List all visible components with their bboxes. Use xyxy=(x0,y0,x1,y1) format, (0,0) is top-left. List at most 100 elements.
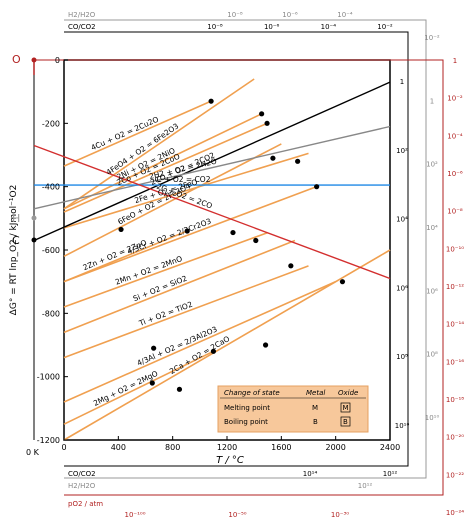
c-label: C xyxy=(12,234,20,247)
h2-top-tick-1: 10⁻⁶ xyxy=(282,11,298,19)
series-line-2zn-o2-2zno xyxy=(63,230,188,283)
po2-right-tick-9: 10⁻¹⁸ xyxy=(446,396,464,404)
x-tick-label-400: 400 xyxy=(111,443,126,452)
x-tick-label-2000: 2000 xyxy=(325,443,345,452)
series-line-4cu-o2-2cu2o xyxy=(63,100,212,167)
y-tick-label--400: -400 xyxy=(42,183,60,192)
co-top-tick-0: 10⁻⁸ xyxy=(207,23,223,31)
po2-right-tick-12: 10⁻²⁴ xyxy=(446,509,464,517)
legend-boiling-metal: B xyxy=(313,418,318,426)
co-top-tick-2: 10⁻⁴ xyxy=(321,23,337,31)
co-co2-bottom-label: CO/CO2 xyxy=(68,470,96,478)
state-change-point-10 xyxy=(288,263,294,269)
y-tick-label--1200: -1200 xyxy=(37,436,60,445)
zero-kelvin-label: 0 K xyxy=(26,448,40,457)
x-tick-label-1600: 1600 xyxy=(271,443,291,452)
po2-right-tick-2: 10⁻⁴ xyxy=(447,132,463,140)
h-label: H xyxy=(12,212,20,225)
state-change-point-5 xyxy=(314,184,320,190)
o-label: O xyxy=(12,53,21,66)
h2-h2o-top-label: H2/H2O xyxy=(68,11,96,19)
series-line-ti-o2-tio2 xyxy=(63,265,309,359)
co-top-tick-3: 10⁻² xyxy=(377,23,393,31)
series-label-4-3cr-o2-2-3cr2o3: 4/3Cr + O2 = 2/3Cr2O3 xyxy=(126,216,213,256)
series-label-c-o2-co2: C + O2 = CO2 xyxy=(157,175,211,184)
state-change-point-6 xyxy=(118,226,124,233)
series-line-2co-o2-2coo xyxy=(63,122,268,213)
h2-right-tick-1: 1 xyxy=(430,97,434,105)
legend: Change of state Metal Oxide Melting poin… xyxy=(217,385,369,433)
series-line-2mg-o2-2mgo xyxy=(63,350,214,425)
series-line-4-3cr-o2-2-3cr2o3 xyxy=(63,185,317,283)
c-point xyxy=(31,237,37,243)
h2-bottom-tick-0: 10¹² xyxy=(358,482,373,490)
h2-right-tick-3: 10⁴ xyxy=(426,224,438,232)
legend-melting-oxide-box xyxy=(340,402,351,413)
legend-boiling: Boiling point xyxy=(224,418,268,426)
series-line-6feo-o2-2fe3o4 xyxy=(63,143,282,258)
co-right-tick-3: 10⁶ xyxy=(396,284,408,292)
state-change-point-12 xyxy=(151,345,157,351)
ticks-layer: 0 400 800 1200 1600 2000 2400 0 -200 -400 -600 -800… xyxy=(37,11,465,519)
state-change-point-11 xyxy=(339,279,346,285)
series-line-2mn-o2-2mno xyxy=(63,231,269,308)
po2-right-tick-11: 10⁻²² xyxy=(446,471,464,479)
series-line-4-3al-o2-2-3al2o3 xyxy=(63,280,336,403)
y-tick-label--200: -200 xyxy=(42,119,60,128)
h2-h2o-bottom-label: H2/H2O xyxy=(68,482,96,490)
y-axis-label: ΔG° = RT lnp_O2 / kJmol⁻¹O2 xyxy=(9,185,19,316)
legend-box xyxy=(217,385,369,433)
h-point xyxy=(31,215,37,221)
series-line-2ni-o2-2nio xyxy=(63,113,262,210)
state-change-point-3 xyxy=(270,155,276,161)
series-line-2c-o2-2co xyxy=(33,144,391,280)
po2-bottom-tick-1: 10⁻⁵⁰ xyxy=(228,511,246,519)
h2-right-tick-2: 10² xyxy=(426,161,438,169)
series-line-2co-o2-2co2 xyxy=(33,81,391,242)
co-right-tick-2: 10⁴ xyxy=(396,216,408,224)
x-tick-label-1200: 1200 xyxy=(217,443,237,452)
po2-right-tick-1: 10⁻² xyxy=(447,95,463,103)
po2-right-tick-0: 1 xyxy=(453,57,457,65)
state-change-point-2 xyxy=(264,120,270,126)
co-right-tick-0: 1 xyxy=(400,78,404,86)
legend-header-change: Change of state xyxy=(224,389,280,397)
state-change-point-8 xyxy=(230,229,236,236)
x-tick-label-2400: 2400 xyxy=(380,443,400,452)
y-tick-label--1000: -1000 xyxy=(37,373,60,382)
series-layer xyxy=(33,78,391,441)
po2-right-tick-8: 10⁻¹⁶ xyxy=(446,358,464,366)
h2-right-tick-5: 10⁸ xyxy=(426,351,438,359)
state-change-point-7 xyxy=(184,228,190,234)
co-co2-scale-frame xyxy=(64,31,409,467)
series-line-4feo4-o2-6fe2o3 xyxy=(63,78,255,210)
y-tick-label--800: -800 xyxy=(42,309,60,318)
series-line-2ca-o2-2cao xyxy=(63,249,391,441)
po2-scale-frame xyxy=(34,59,444,496)
po2-right-tick-3: 10⁻⁶ xyxy=(447,170,463,178)
legend-boiling-oxide: B xyxy=(343,418,348,426)
h2-h2o-scale-frame xyxy=(64,19,427,479)
legend-header-oxide: Oxide xyxy=(338,389,358,397)
legend-melting: Melting point xyxy=(224,404,270,412)
co-right-tick-4: 10⁸ xyxy=(396,353,408,361)
po2-right-tick-4: 10⁻⁸ xyxy=(447,208,463,216)
co-top-tick-1: 10⁻⁶ xyxy=(264,23,280,31)
legend-melting-metal: M xyxy=(312,404,318,412)
x-tick-label-800: 800 xyxy=(165,443,180,452)
co-bottom-tick-0: 10¹⁴ xyxy=(303,470,318,478)
state-change-point-9 xyxy=(253,237,259,244)
po2-right-tick-7: 10⁻¹⁴ xyxy=(446,321,464,329)
x-axis-label: T / °C xyxy=(216,455,244,466)
co-bottom-tick-1: 10¹² xyxy=(383,470,398,478)
state-change-point-16 xyxy=(262,342,269,348)
po2-right-tick-5: 10⁻¹⁰ xyxy=(446,245,464,253)
h2-right-tick-4: 10⁶ xyxy=(426,287,438,295)
state-change-point-1 xyxy=(259,111,265,117)
co-right-tick-5: 10¹⁰ xyxy=(395,422,410,430)
co-co2-top-label: CO/CO2 xyxy=(68,23,96,31)
legend-melting-oxide: M xyxy=(343,404,349,412)
po2-right-tick-6: 10⁻¹² xyxy=(446,283,464,291)
po2-right-tick-10: 10⁻²⁰ xyxy=(446,434,464,442)
